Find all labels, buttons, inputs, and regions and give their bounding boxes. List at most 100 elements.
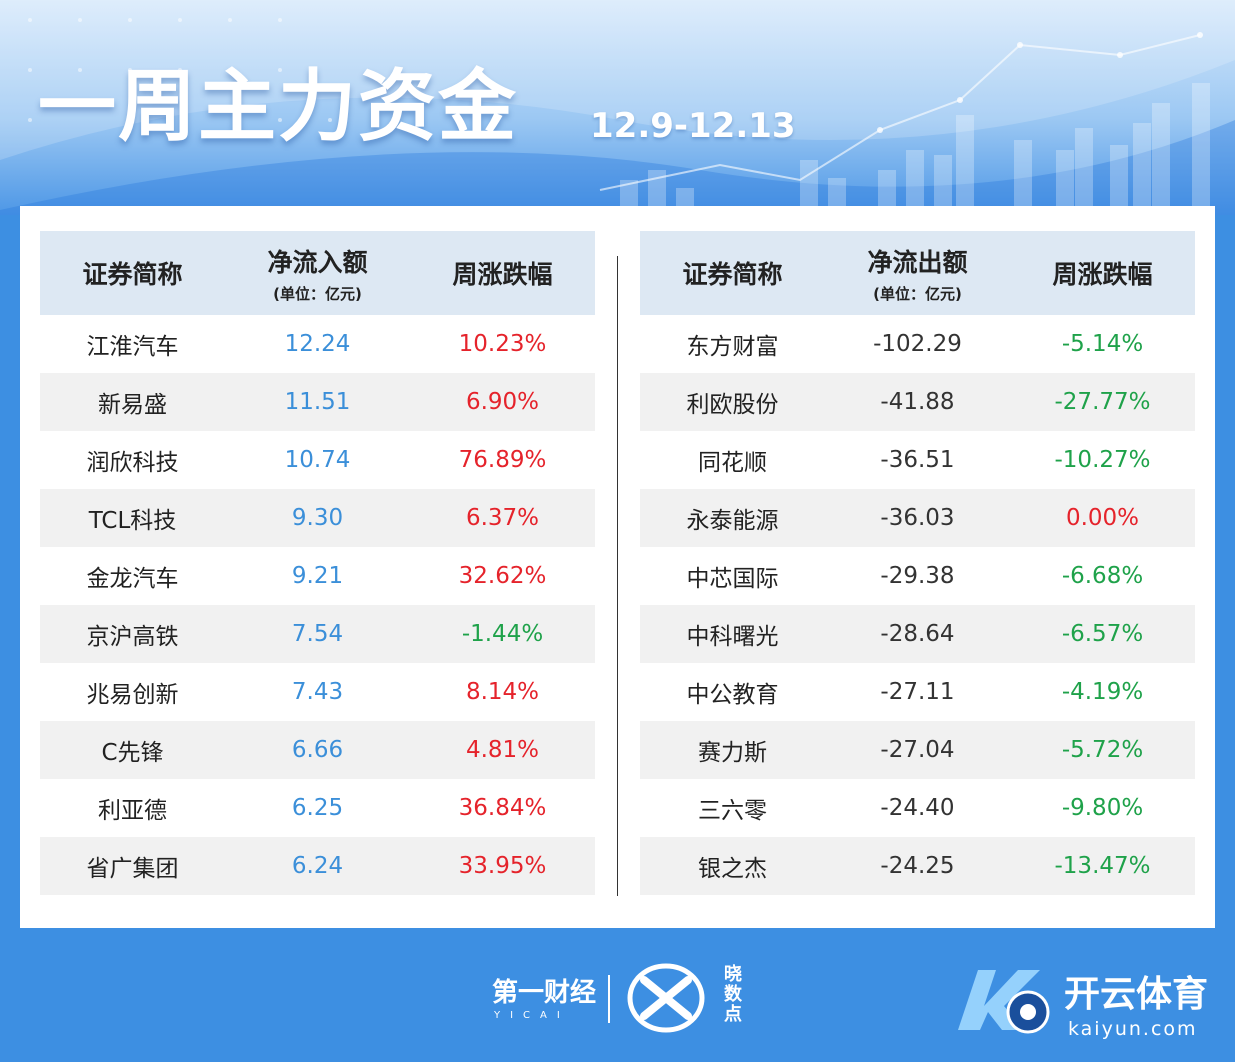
table-row: 同花顺 -36.51 -10.27%: [640, 431, 1195, 489]
inflow-table-header: 证券简称 净流入额 (单位：亿元) 周涨跌幅: [40, 231, 595, 315]
stock-name: 中科曙光: [686, 624, 779, 650]
header-banner: 一周主力资金 12.9-12.13: [0, 0, 1235, 215]
table-row: 利亚德 6.25 36.84%: [40, 779, 595, 837]
weekly-change: 8.14%: [465, 679, 540, 705]
stock-name: TCL科技: [88, 508, 177, 534]
net-amount: 6.66: [291, 737, 344, 763]
net-amount: 6.24: [291, 853, 344, 879]
data-card: 证券简称 净流入额 (单位：亿元) 周涨跌幅 江淮汽车 12.24 10.23% 新易…: [20, 206, 1215, 928]
weekly-change: -13.47%: [1054, 853, 1151, 879]
weekly-change: -6.68%: [1061, 563, 1144, 589]
xs-logo-text: 晓数点: [724, 964, 742, 1025]
table-row: 江淮汽车 12.24 10.23%: [40, 315, 595, 373]
table-row: 中公教育 -27.11 -4.19%: [640, 663, 1195, 721]
outflow-col-name: 证券简称: [682, 260, 783, 289]
stock-name: 三六零: [698, 798, 767, 824]
net-amount: -36.03: [880, 505, 955, 531]
inflow-col-amount-label: 净流入额: [267, 247, 368, 277]
table-row: 金龙汽车 9.21 32.62%: [40, 547, 595, 605]
date-range: 12.9-12.13: [590, 106, 796, 146]
stock-name: 新易盛: [98, 392, 167, 418]
table-row: 利欧股份 -41.88 -27.77%: [640, 373, 1195, 431]
outflow-col-amount: 净流出额 (单位：亿元): [825, 243, 1010, 304]
table-row: 中芯国际 -29.38 -6.68%: [640, 547, 1195, 605]
table-row: 京沪高铁 7.54 -1.44%: [40, 605, 595, 663]
weekly-change: -10.27%: [1054, 447, 1151, 473]
table-row: C先锋 6.66 4.81%: [40, 721, 595, 779]
stock-name: 银之杰: [698, 856, 767, 882]
net-amount: -102.29: [873, 331, 962, 357]
net-amount: -24.25: [880, 853, 955, 879]
weekly-change: 6.90%: [465, 389, 540, 415]
inflow-col-name: 证券简称: [82, 260, 183, 289]
stock-name: 东方财富: [686, 334, 779, 360]
yicai-logo-sub: YICAI: [494, 1010, 570, 1021]
table-row: 东方财富 -102.29 -5.14%: [640, 315, 1195, 373]
stock-name: 永泰能源: [686, 508, 779, 534]
weekly-change: -5.72%: [1061, 737, 1144, 763]
weekly-change: 10.23%: [458, 331, 547, 357]
net-amount: 10.74: [284, 447, 351, 473]
net-amount: -24.40: [880, 795, 955, 821]
weekly-change: 32.62%: [458, 563, 547, 589]
stock-name: 江淮汽车: [86, 334, 179, 360]
table-row: 银之杰 -24.25 -13.47%: [640, 837, 1195, 895]
inflow-col-amount-unit: (单位：亿元): [273, 284, 362, 303]
column-divider: [617, 256, 618, 896]
table-row: 省广集团 6.24 33.95%: [40, 837, 595, 895]
stock-name: 赛力斯: [698, 740, 767, 766]
net-amount: -36.51: [880, 447, 955, 473]
stock-name: 省广集团: [86, 856, 179, 882]
table-row: 中科曙光 -28.64 -6.57%: [640, 605, 1195, 663]
chart-decoration: [0, 0, 1235, 215]
page-title: 一周主力资金: [38, 62, 519, 152]
inflow-table-body: 江淮汽车 12.24 10.23% 新易盛 11.51 6.90% 润欣科技 10.74 76.…: [40, 315, 595, 895]
weekly-change: 33.95%: [458, 853, 547, 879]
table-row: 新易盛 11.51 6.90%: [40, 373, 595, 431]
net-amount: 11.51: [284, 389, 351, 415]
weekly-change: -9.80%: [1061, 795, 1144, 821]
kaiyun-name: 开云体育: [1064, 974, 1209, 1015]
stock-name: 利欧股份: [686, 392, 779, 418]
stock-name: 同花顺: [698, 450, 767, 476]
outflow-table-header: 证券简称 净流出额 (单位：亿元) 周涨跌幅: [640, 231, 1195, 315]
stock-name: 兆易创新: [86, 682, 179, 708]
net-amount: 12.24: [284, 331, 351, 357]
weekly-change: -5.14%: [1061, 331, 1144, 357]
kaiyun-logo-icon: [958, 970, 1050, 1034]
weekly-change: 76.89%: [458, 447, 547, 473]
net-amount: 6.25: [291, 795, 344, 821]
stock-name: 京沪高铁: [86, 624, 179, 650]
stock-name: 中芯国际: [686, 566, 779, 592]
inflow-table: 证券简称 净流入额 (单位：亿元) 周涨跌幅 江淮汽车 12.24 10.23% 新易…: [40, 231, 595, 895]
net-amount: -27.04: [880, 737, 955, 763]
weekly-change: 6.37%: [465, 505, 540, 531]
weekly-change: 4.81%: [465, 737, 540, 763]
weekly-change: -6.57%: [1061, 621, 1144, 647]
outflow-col-amount-label: 净流出额: [867, 247, 968, 277]
weekly-change: 36.84%: [458, 795, 547, 821]
net-amount: 9.30: [291, 505, 344, 531]
net-amount: -27.11: [880, 679, 955, 705]
stock-name: 润欣科技: [86, 450, 179, 476]
net-amount: 7.54: [291, 621, 344, 647]
stock-name: 利亚德: [98, 798, 167, 824]
weekly-change: -27.77%: [1054, 389, 1151, 415]
outflow-col-amount-unit: (单位：亿元): [873, 284, 962, 303]
outflow-col-change: 周涨跌幅: [1052, 260, 1153, 289]
kaiyun-url: kaiyun.com: [1068, 1018, 1198, 1040]
inflow-col-change: 周涨跌幅: [452, 260, 553, 289]
inflow-col-amount: 净流入额 (单位：亿元): [225, 243, 410, 304]
table-row: 永泰能源 -36.03 0.00%: [640, 489, 1195, 547]
table-row: 三六零 -24.40 -9.80%: [640, 779, 1195, 837]
table-row: TCL科技 9.30 6.37%: [40, 489, 595, 547]
weekly-change: -4.19%: [1061, 679, 1144, 705]
net-amount: -28.64: [880, 621, 955, 647]
net-amount: -41.88: [880, 389, 955, 415]
yicai-logo: 第一财经: [492, 978, 597, 1008]
stock-name: C先锋: [101, 740, 164, 766]
outflow-table-body: 东方财富 -102.29 -5.14% 利欧股份 -41.88 -27.77% 同花顺 -36…: [640, 315, 1195, 895]
weekly-change: -1.44%: [461, 621, 544, 647]
logo-separator: [608, 975, 610, 1023]
table-row: 兆易创新 7.43 8.14%: [40, 663, 595, 721]
